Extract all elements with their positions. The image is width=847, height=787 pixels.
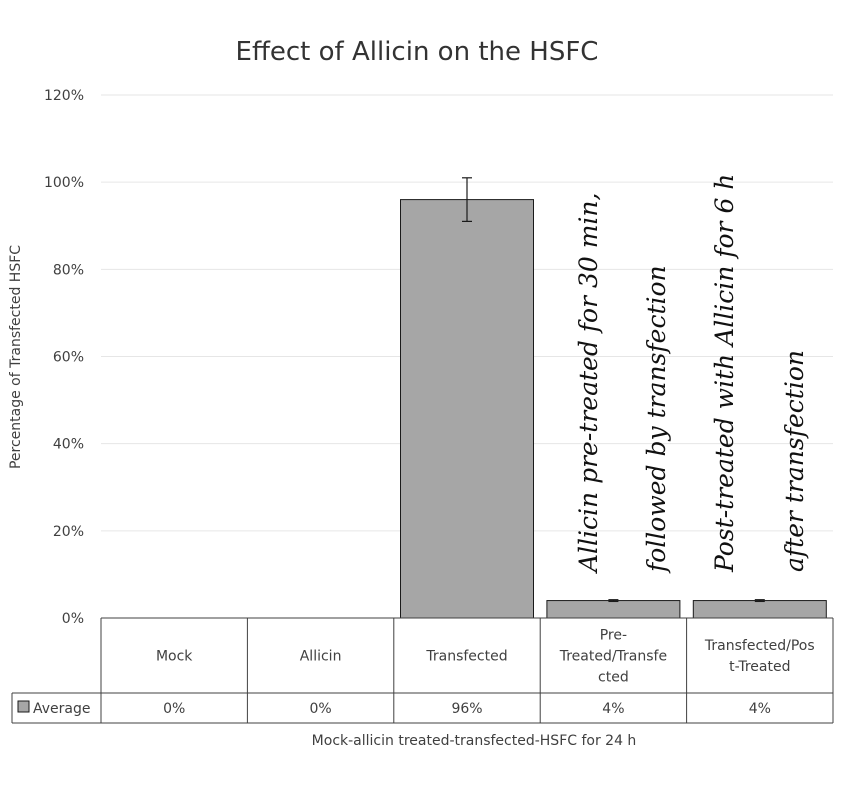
category-label: Transfected/Pos <box>704 638 815 654</box>
y-tick-label: 0% <box>62 611 84 627</box>
bar <box>400 199 534 619</box>
bars <box>400 177 827 619</box>
data-table-value: 0% <box>163 701 185 717</box>
chart-title: Effect of Allicin on the HSFC <box>236 37 599 67</box>
y-tick-label: 120% <box>44 88 84 104</box>
data-table-value: 0% <box>309 701 331 717</box>
category-label: t-Treated <box>729 659 790 675</box>
category-label: Allicin <box>300 649 342 665</box>
data-table-value: 4% <box>602 701 624 717</box>
bar <box>692 600 827 619</box>
y-axis-label: Percentage of Transfected HSFC <box>8 245 24 469</box>
data-table: Mock Allicin Transfected Pre- Treated/Transf… <box>11 617 834 724</box>
category-label: Treated/Transfe <box>559 649 667 665</box>
y-tick-label: 20% <box>53 524 84 540</box>
annotation-text: Post-treated with Allicin for 6 h <box>710 174 739 573</box>
y-tick-label: 80% <box>53 262 84 278</box>
legend-swatch <box>17 700 30 713</box>
annotation-text: Allicin pre-treated for 30 min, <box>574 193 603 574</box>
y-tick-label: 60% <box>53 350 84 366</box>
category-label: cted <box>598 670 629 686</box>
bar <box>546 600 681 619</box>
category-label: Mock <box>156 649 193 665</box>
data-table-value: 96% <box>451 701 482 717</box>
annotations: Allicin pre-treated for 30 min, followed … <box>574 174 809 574</box>
category-label: Pre- <box>600 628 627 644</box>
annotation-text: after transfection <box>780 350 809 572</box>
legend-label: Average <box>33 701 91 717</box>
y-tick-label: 100% <box>44 175 84 191</box>
y-tick-label: 40% <box>53 437 84 453</box>
y-axis-ticks: 0% 20% 40% 60% 80% 100% 120% <box>44 88 84 627</box>
data-table-value: 4% <box>749 701 771 717</box>
annotation-text: followed by transfection <box>642 265 671 574</box>
x-axis-label: Mock-allicin treated-transfected-HSFC fo… <box>312 733 637 749</box>
category-label: Transfected <box>425 649 507 665</box>
